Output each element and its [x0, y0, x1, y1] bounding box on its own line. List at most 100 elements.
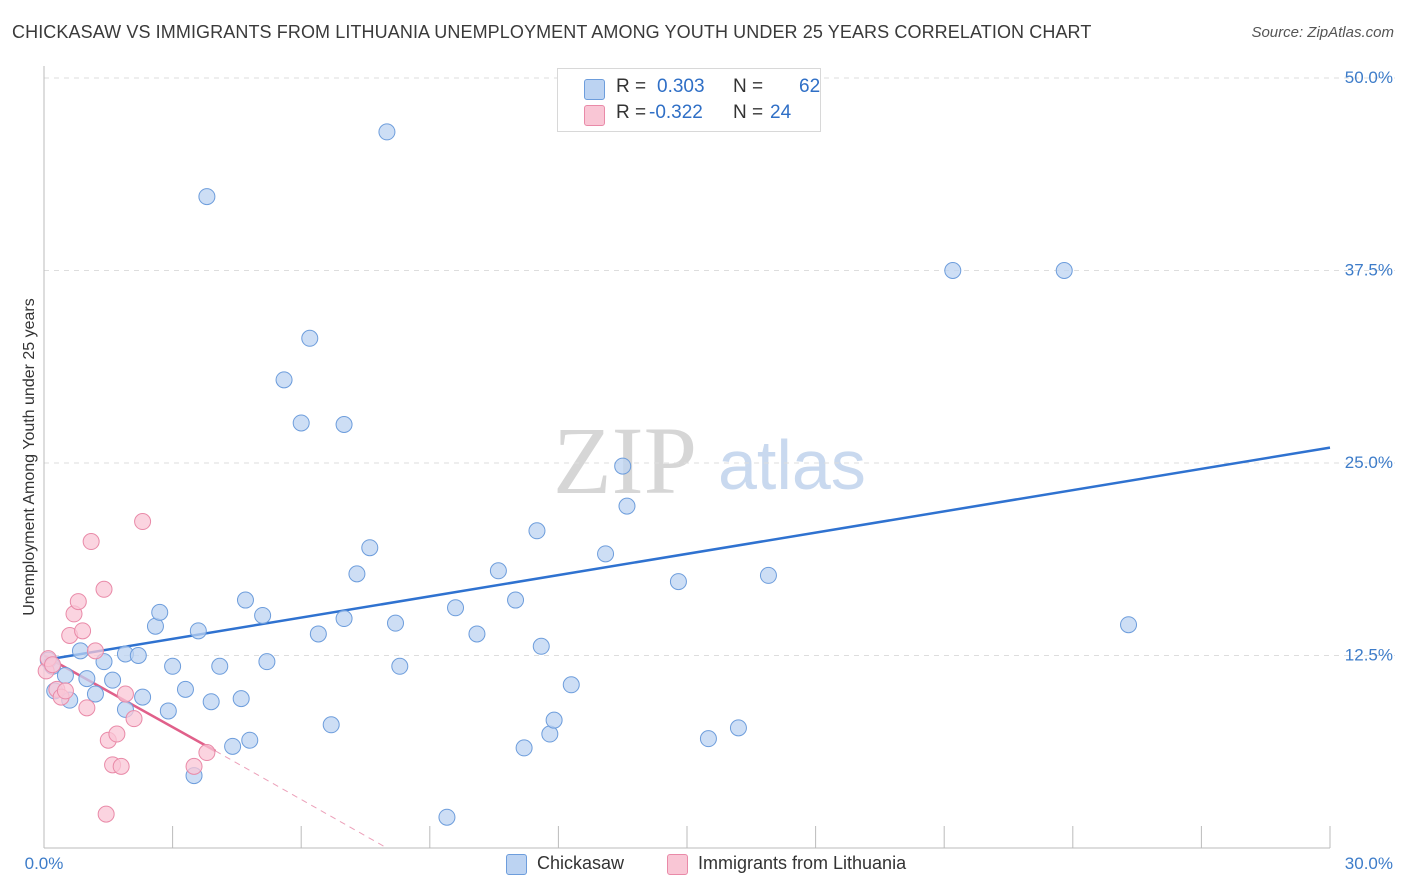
chickasaw-point	[275, 371, 293, 389]
lithuania-point	[134, 513, 152, 531]
chickasaw-point	[232, 690, 250, 708]
chickasaw-point	[378, 123, 396, 141]
y-axis-label: Unemployment Among Youth under 25 years	[21, 298, 38, 616]
chickasaw-point	[309, 625, 327, 643]
y-tick-label: 12.5%	[1345, 646, 1393, 665]
chickasaw-point	[301, 329, 319, 347]
chickasaw-point	[391, 657, 409, 675]
lithuania-point	[74, 622, 92, 640]
legend-swatch-blue	[584, 79, 605, 100]
chickasaw-point	[335, 610, 353, 628]
chickasaw-point	[528, 522, 546, 540]
axes	[43, 66, 1331, 849]
chickasaw-point	[202, 693, 220, 711]
chickasaw-point	[335, 416, 353, 433]
chickasaw-point	[322, 716, 340, 734]
bottom-legend-label: Immigrants from Lithuania	[698, 853, 907, 873]
chickasaw-point	[78, 670, 96, 688]
chickasaw-point	[614, 457, 632, 475]
chickasaw-point	[292, 414, 310, 432]
lithuania-point	[78, 699, 96, 717]
chickasaw-point	[361, 539, 379, 557]
chickasaw-point	[515, 739, 533, 757]
lithuania-point	[56, 682, 74, 700]
legend-r-label: R =	[616, 76, 647, 97]
chickasaw-point	[759, 566, 777, 584]
bottom-legend-swatch-pink	[667, 854, 688, 875]
chickasaw-point	[618, 497, 636, 515]
legend-n-value: 62	[799, 76, 821, 97]
chickasaw-point	[176, 680, 194, 698]
x-tick-label: 30.0%	[1345, 854, 1393, 873]
chickasaw-point	[71, 642, 89, 660]
chickasaw-point	[387, 614, 405, 632]
lithuania-point	[108, 725, 126, 743]
chickasaw-point	[447, 599, 465, 617]
chickasaw-point	[164, 657, 182, 675]
legend-r-value: -0.322	[649, 102, 703, 123]
lithuania-point	[82, 533, 100, 551]
chickasaw-point	[562, 676, 580, 694]
chickasaw-point	[129, 647, 147, 664]
x-tick-label: 0.0%	[25, 854, 64, 873]
lithuania-point	[86, 642, 104, 660]
legend-n-label: N =	[733, 102, 764, 123]
chickasaw-point	[597, 545, 615, 563]
chickasaw-point	[159, 702, 177, 720]
legend-n-label: N =	[733, 76, 764, 97]
chickasaw-point	[241, 731, 259, 749]
chickasaw-point	[489, 562, 507, 580]
watermark: ZIP atlas	[553, 407, 866, 514]
lithuania-point	[97, 805, 115, 823]
lithuania-point	[69, 593, 87, 611]
source-label: Source: ZipAtlas.com	[1251, 24, 1394, 41]
legend-r-value: 0.303	[657, 76, 705, 97]
bottom-legend-label: Chickasaw	[537, 853, 625, 873]
chickasaw-point	[532, 637, 550, 655]
chickasaw-point	[104, 671, 122, 689]
y-tick-label: 25.0%	[1345, 453, 1393, 472]
chickasaw-point	[56, 667, 74, 685]
data-points	[37, 123, 1138, 826]
stats-legend: R = 0.303 N = 62 R = -0.322 N = 24	[557, 68, 821, 132]
chickasaw-point	[224, 737, 242, 755]
chickasaw-point	[669, 573, 687, 591]
tick-labels: 12.5% 25.0% 37.5% 50.0% 0.0% 30.0%	[25, 68, 1393, 873]
watermark-atlas: atlas	[718, 426, 866, 504]
chickasaw-point	[1120, 616, 1138, 634]
chickasaw-point	[507, 591, 525, 609]
chickasaw-point	[438, 808, 456, 826]
lithuania-point	[116, 685, 134, 703]
chickasaw-point	[348, 565, 366, 583]
chickasaw-point	[198, 188, 216, 206]
y-tick-label: 50.0%	[1345, 68, 1393, 87]
lithuania-point	[198, 744, 216, 762]
chickasaw-point	[699, 730, 717, 748]
lithuania-point	[112, 757, 130, 775]
legend-swatch-pink	[584, 105, 605, 126]
y-tick-label: 37.5%	[1345, 261, 1393, 280]
lithuania-point	[185, 757, 203, 775]
chart-title: CHICKASAW VS IMMIGRANTS FROM LITHUANIA U…	[12, 22, 1092, 42]
chickasaw-point	[545, 711, 563, 729]
chickasaw-point	[189, 622, 207, 640]
lithuania-point	[95, 580, 113, 598]
chickasaw-point	[151, 603, 169, 621]
legend-n-value: 24	[770, 102, 792, 123]
chickasaw-point	[1055, 262, 1073, 279]
chickasaw-point	[254, 606, 272, 624]
chickasaw-point	[944, 262, 962, 279]
chickasaw-point	[258, 653, 276, 671]
bottom-legend-swatch-blue	[506, 854, 527, 875]
chickasaw-point	[134, 688, 152, 706]
chickasaw-point	[86, 685, 104, 703]
chickasaw-point	[729, 719, 747, 737]
legend-r-label: R =	[616, 102, 647, 123]
lithuania-point	[125, 710, 143, 728]
lithuania-point	[44, 656, 62, 674]
chickasaw-trend-line	[43, 446, 1331, 662]
chickasaw-point	[211, 657, 229, 675]
chickasaw-point	[236, 591, 254, 609]
gridlines	[44, 77, 1395, 656]
